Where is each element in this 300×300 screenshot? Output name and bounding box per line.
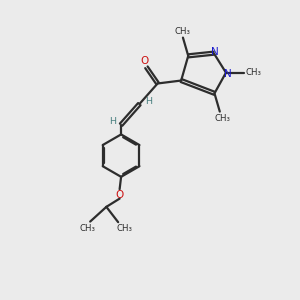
Text: CH₃: CH₃ (80, 224, 96, 232)
Text: CH₃: CH₃ (175, 27, 191, 36)
Text: N: N (212, 47, 219, 57)
Text: H: H (145, 97, 152, 106)
Text: O: O (141, 56, 149, 66)
Text: CH₃: CH₃ (215, 114, 231, 123)
Text: O: O (116, 190, 124, 200)
Text: CH₃: CH₃ (245, 68, 261, 77)
Text: H: H (109, 117, 116, 126)
Text: N: N (224, 69, 231, 79)
Text: CH₃: CH₃ (116, 224, 132, 232)
